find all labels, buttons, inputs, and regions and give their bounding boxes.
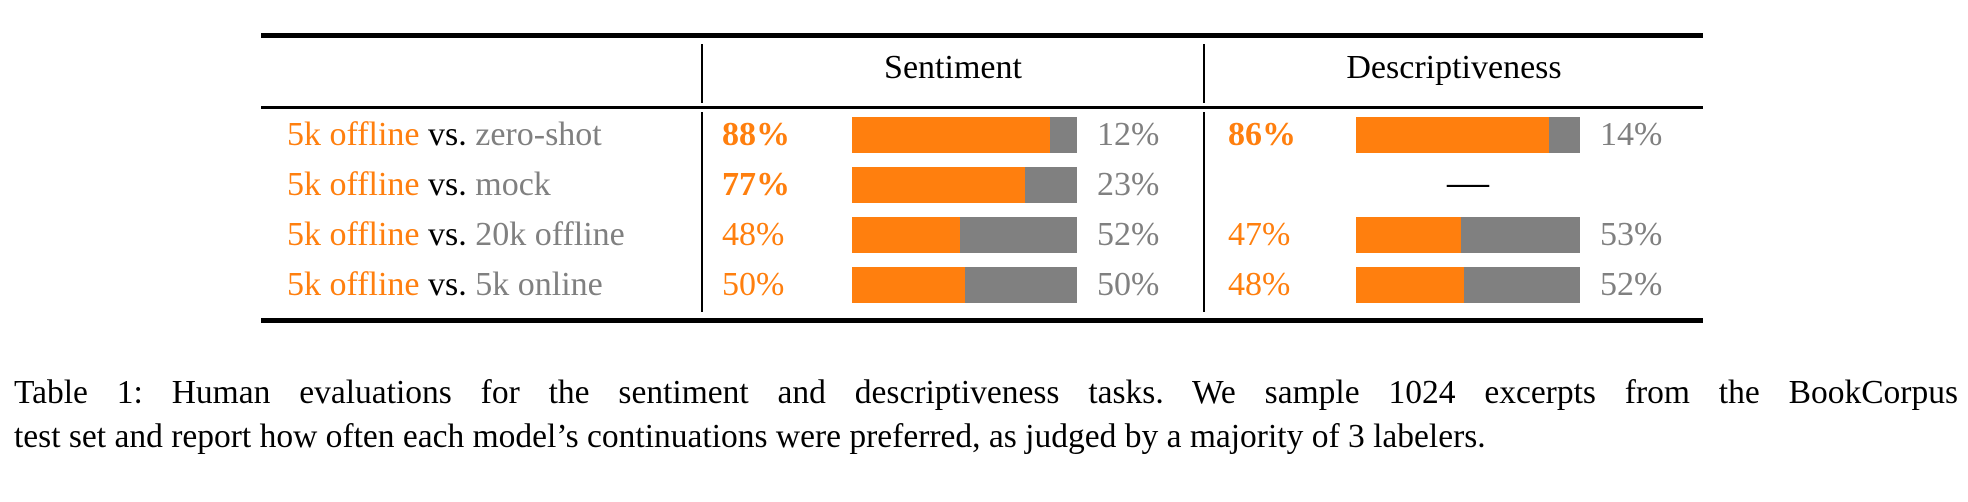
header-descriptiveness: Descriptiveness — [1346, 49, 1562, 86]
sentiment-lose-value: 50% — [1097, 266, 1160, 303]
descriptiveness-win-value: 48% — [1228, 266, 1291, 303]
table-row: 5k offline vs. zero-shot 88% 12% 86% 14% — [0, 110, 1968, 160]
column-divider-sentiment-header — [701, 44, 703, 103]
model-b-label: 5k online — [475, 266, 603, 303]
sentiment-win-value: 88% — [722, 116, 790, 153]
model-a-label: 5k offline — [287, 166, 420, 203]
table-caption-line1: Table 1: Human evaluations for the senti… — [14, 374, 1958, 411]
descriptiveness-preference-bar — [1356, 267, 1580, 303]
sentiment-win-value: 48% — [722, 216, 785, 253]
vs-label: vs. — [428, 166, 467, 203]
descriptiveness-preference-bar — [1356, 217, 1580, 253]
model-a-label: 5k offline — [287, 266, 420, 303]
model-a-label: 5k offline — [287, 216, 420, 253]
bar-fill-orange — [852, 117, 1050, 153]
vs-label: vs. — [428, 216, 467, 253]
descriptiveness-lose-value: 14% — [1600, 116, 1663, 153]
table-row: 5k offline vs. 5k online 50% 50% 48% 52% — [0, 260, 1968, 310]
model-a-label: 5k offline — [287, 116, 420, 153]
bar-fill-orange — [1356, 267, 1464, 303]
column-divider-descriptiveness-header — [1203, 44, 1205, 103]
sentiment-lose-value: 12% — [1097, 116, 1160, 153]
sentiment-lose-value: 23% — [1097, 166, 1160, 203]
bar-fill-orange — [852, 267, 965, 303]
descriptiveness-lose-value: 53% — [1600, 216, 1663, 253]
comparison-label: 5k offline vs. 20k offline — [287, 210, 625, 260]
comparison-label: 5k offline vs. 5k online — [287, 260, 603, 310]
model-b-label: mock — [475, 166, 551, 203]
table-bottom-rule — [261, 318, 1703, 323]
sentiment-preference-bar — [852, 167, 1077, 203]
bar-fill-orange — [852, 167, 1026, 203]
bar-fill-orange — [852, 217, 960, 253]
sentiment-preference-bar — [852, 117, 1077, 153]
table-caption-line2: test set and report how often each model… — [14, 418, 1486, 455]
descriptiveness-lose-value: 52% — [1600, 266, 1663, 303]
descriptiveness-win-value: 86% — [1228, 116, 1296, 153]
column-divider-descriptiveness-body — [1203, 112, 1205, 312]
model-b-label: 20k offline — [475, 216, 625, 253]
comparison-label: 5k offline vs. mock — [287, 160, 551, 210]
sentiment-win-value: 77% — [722, 166, 790, 203]
table-row: 5k offline vs. 20k offline 48% 52% 47% 5… — [0, 210, 1968, 260]
model-b-label: zero-shot — [475, 116, 602, 153]
comparison-label: 5k offline vs. zero-shot — [287, 110, 602, 160]
table-header-rule — [261, 106, 1703, 109]
bar-fill-orange — [1356, 117, 1549, 153]
sentiment-preference-bar — [852, 267, 1077, 303]
header-sentiment: Sentiment — [884, 49, 1022, 86]
table-row: 5k offline vs. mock 77% 23% — — [0, 160, 1968, 210]
vs-label: vs. — [428, 116, 467, 153]
sentiment-win-value: 50% — [722, 266, 785, 303]
vs-label: vs. — [428, 266, 467, 303]
sentiment-lose-value: 52% — [1097, 216, 1160, 253]
descriptiveness-preference-bar — [1356, 117, 1580, 153]
sentiment-preference-bar — [852, 217, 1077, 253]
column-divider-sentiment-body — [701, 112, 703, 312]
descriptiveness-win-value: 47% — [1228, 216, 1291, 253]
bar-fill-orange — [1356, 217, 1462, 253]
no-data-dash: — — [1447, 160, 1489, 206]
table-top-rule — [261, 33, 1703, 38]
